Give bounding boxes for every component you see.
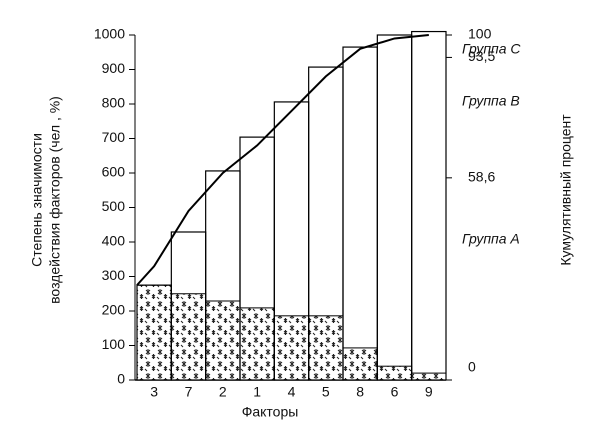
y2-tick-label: 93,5 bbox=[468, 48, 495, 64]
y-tick-label: 800 bbox=[102, 95, 126, 111]
bar bbox=[308, 315, 344, 381]
cumulative-line bbox=[136, 34, 429, 286]
y2-tick-label: 58,6 bbox=[468, 169, 495, 185]
y2-tick-label: 0 bbox=[468, 359, 476, 375]
bar bbox=[136, 284, 172, 381]
y-axis-title: воздействия факторов (чел , %) bbox=[47, 96, 63, 304]
y-tick-label: 400 bbox=[102, 233, 126, 249]
bar bbox=[273, 315, 310, 381]
x-tick-label: 6 bbox=[391, 384, 399, 400]
y-tick-label: 600 bbox=[102, 164, 126, 180]
y2-tick-label: 100 bbox=[468, 26, 492, 42]
y-tick-label: 1000 bbox=[94, 26, 125, 42]
y-tick-label: 900 bbox=[102, 60, 126, 76]
x-tick-label: 8 bbox=[356, 384, 364, 400]
y-tick-label: 500 bbox=[102, 198, 126, 214]
y-axis-title: Степень значимости bbox=[29, 133, 45, 267]
y-tick-label: 0 bbox=[117, 371, 125, 387]
cumulative-bar bbox=[376, 34, 413, 381]
y2-axis-title: Кумулятивный процент bbox=[558, 114, 574, 266]
group-label: Группа C bbox=[462, 41, 521, 57]
bar bbox=[205, 300, 241, 381]
cumulative-bar bbox=[411, 30, 447, 381]
cumulative-bar bbox=[342, 46, 378, 381]
x-tick-label: 2 bbox=[219, 384, 227, 400]
x-tick-label: 7 bbox=[185, 384, 193, 400]
group-label: Группа B bbox=[462, 93, 520, 109]
x-tick-label: 9 bbox=[425, 384, 433, 400]
y-tick-label: 300 bbox=[102, 267, 126, 283]
y-tick-label: 100 bbox=[102, 336, 126, 352]
x-tick-label: 1 bbox=[253, 384, 261, 400]
bar bbox=[170, 293, 207, 381]
y-tick-label: 700 bbox=[102, 129, 126, 145]
bar bbox=[239, 307, 275, 381]
x-axis-title: Факторы bbox=[242, 404, 299, 420]
x-tick-label: 5 bbox=[322, 384, 330, 400]
y-tick-label: 200 bbox=[102, 302, 126, 318]
group-label: Группа A bbox=[462, 231, 520, 247]
bar bbox=[376, 365, 413, 381]
x-tick-label: 4 bbox=[288, 384, 296, 400]
x-tick-label: 3 bbox=[150, 384, 158, 400]
bar bbox=[342, 347, 378, 381]
bar bbox=[411, 372, 447, 381]
